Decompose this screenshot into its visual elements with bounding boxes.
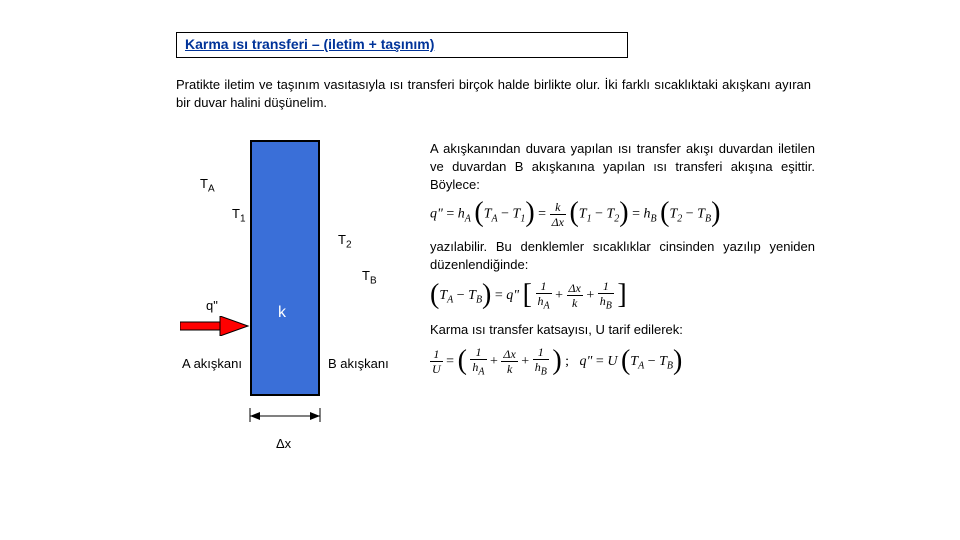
paragraph-2: yazılabilir. Bu denklemler sıcaklıklar c… — [430, 238, 815, 274]
diagram: TA T1 T2 TB q" k A akışkanı B akışkanı Δ… — [170, 140, 415, 460]
paragraph-1: A akışkanından duvara yapılan ısı transf… — [430, 140, 815, 195]
label-T2: T2 — [338, 232, 352, 251]
equation-3: 1U = ( 1hA + Δxk + 1hB ) ; q" = U (TA − … — [430, 346, 815, 377]
heat-flux-arrow-icon — [180, 316, 250, 336]
equation-1: q" = hA (TA − T1) = kΔx (T1 − T2) = hB (… — [430, 201, 815, 228]
intro-paragraph: Pratikte iletim ve taşınım vasıtasıyla ı… — [176, 76, 811, 111]
label-TA: TA — [200, 176, 215, 195]
label-dx: Δx — [276, 436, 291, 451]
wall-rect — [250, 140, 320, 396]
label-q: q" — [206, 298, 218, 313]
equation-2: (TA − TB) = q" [ 1hA + Δxk + 1hB ] — [430, 280, 815, 311]
label-TB: TB — [362, 268, 377, 287]
label-B-fluid: B akışkanı — [328, 356, 389, 371]
label-T1: T1 — [232, 206, 246, 225]
title-box: Karma ısı transferi – (iletim + taşınım) — [176, 32, 628, 58]
page-title: Karma ısı transferi – (iletim + taşınım) — [185, 36, 434, 52]
dimension-dx-icon — [248, 408, 322, 438]
paragraph-3: Karma ısı transfer katsayısı, U tarif ed… — [430, 321, 815, 339]
label-A-fluid: A akışkanı — [182, 356, 242, 371]
label-k: k — [278, 304, 286, 322]
right-column: A akışkanından duvara yapılan ısı transf… — [430, 140, 815, 387]
